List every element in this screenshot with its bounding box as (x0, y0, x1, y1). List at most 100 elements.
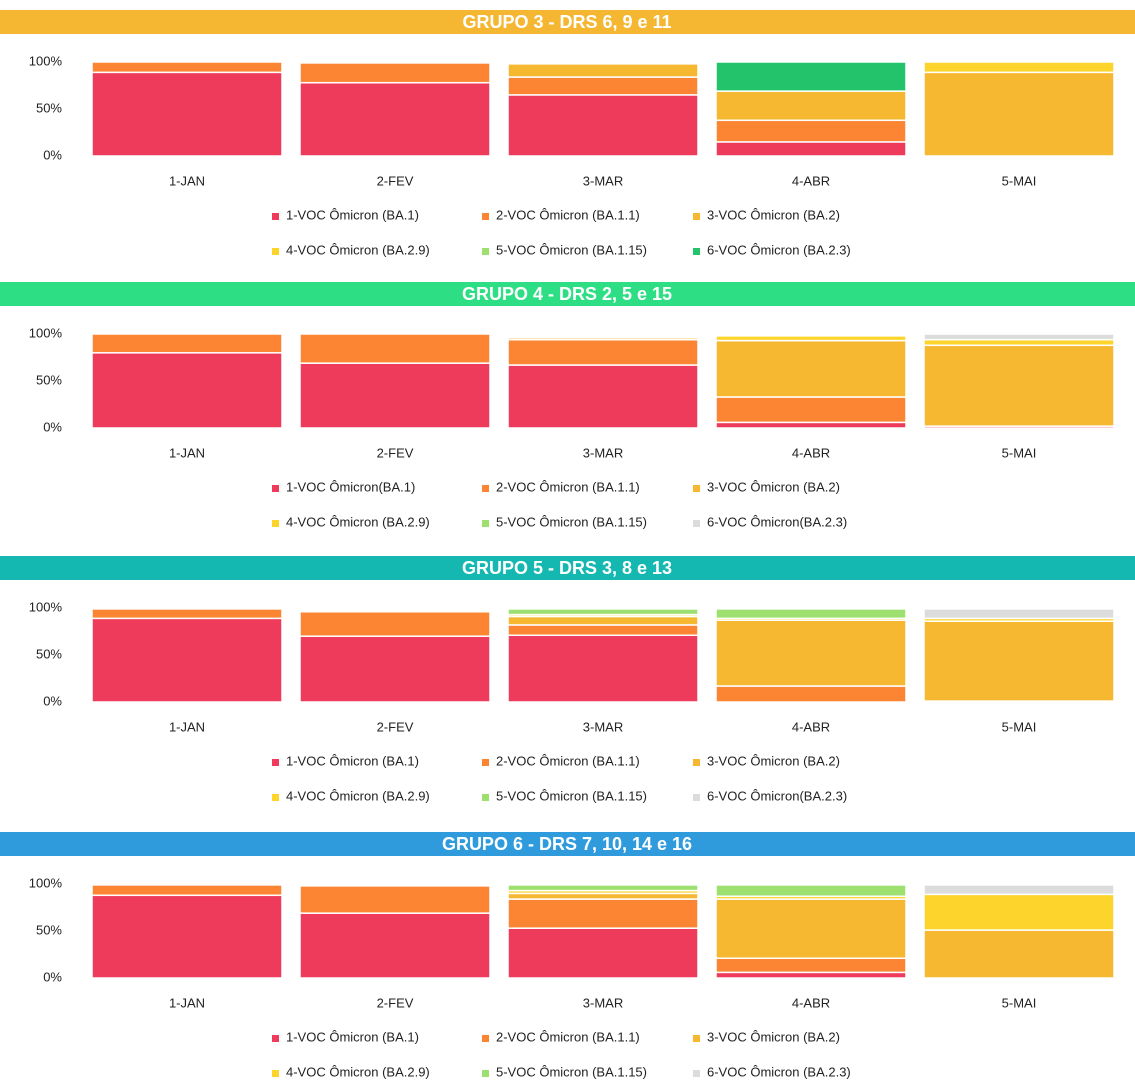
chart-title: GRUPO 3 - DRS 6, 9 e 11 (462, 12, 671, 32)
y-tick-label: 100% (29, 325, 63, 340)
bar-segment (299, 912, 491, 979)
legend-label: 2-VOC Ômicron (BA.1.1) (496, 1029, 640, 1044)
legend-marker (482, 1035, 489, 1042)
y-tick-label: 0% (43, 147, 62, 162)
bar-segment (507, 634, 699, 703)
legend-marker (693, 759, 700, 766)
title-band (0, 556, 1135, 580)
chart-title: GRUPO 5 - DRS 3, 8 e 13 (462, 558, 672, 578)
legend-label: 3-VOC Ômicron (BA.2) (707, 1029, 840, 1044)
legend-label: 1-VOC Ômicron (BA.1) (286, 753, 419, 768)
legend-label: 2-VOC Ômicron (BA.1.1) (496, 479, 640, 494)
legend-marker (693, 520, 700, 527)
bar-segment (91, 61, 283, 74)
bar-segment (715, 619, 907, 687)
legend-marker (272, 794, 279, 801)
legend-marker (482, 485, 489, 492)
legend-marker (272, 520, 279, 527)
legend-label: 5-VOC Ômicron (BA.1.15) (496, 242, 647, 257)
legend-marker (693, 794, 700, 801)
title-band (0, 282, 1135, 306)
bar-segment (507, 615, 699, 626)
y-tick-label: 100% (29, 875, 63, 890)
bar-segment (299, 610, 491, 613)
bar-segment (715, 685, 907, 703)
bar-segment (91, 352, 283, 429)
bar-segment (507, 63, 699, 78)
bar-segment (923, 608, 1115, 620)
bar-segment (923, 338, 1115, 347)
y-tick-label: 50% (36, 922, 62, 937)
bar-segment (507, 364, 699, 429)
bar-segment (507, 898, 699, 929)
legend-marker (693, 1035, 700, 1042)
bar-segment (507, 336, 699, 339)
bar-segment (507, 884, 699, 892)
bar-segment (507, 608, 699, 616)
legend-label: 4-VOC Ômicron (BA.2.9) (286, 242, 430, 257)
chart-title: GRUPO 4 - DRS 2, 5 e 15 (462, 284, 672, 304)
y-tick-label: 0% (43, 969, 62, 984)
bar-segment (299, 885, 491, 914)
bar-segment (299, 62, 491, 84)
bar-segment (923, 61, 1115, 74)
legend-label: 5-VOC Ômicron (BA.1.15) (496, 788, 647, 803)
bar-segment (91, 333, 283, 354)
legend-label: 2-VOC Ômicron (BA.1.1) (496, 753, 640, 768)
bar-segment (715, 90, 907, 122)
bar-segment (91, 884, 283, 897)
bar-segment (299, 333, 491, 364)
legend-marker (272, 213, 279, 220)
x-tick-label: 4-ABR (792, 995, 830, 1010)
legend-marker (482, 794, 489, 801)
legend-marker (482, 1070, 489, 1077)
x-tick-label: 4-ABR (792, 173, 830, 188)
legend-label: 6-VOC Ômicron(BA.2.3) (707, 514, 847, 529)
legend-marker (482, 520, 489, 527)
bar-segment (715, 61, 907, 92)
bar-segment (923, 333, 1115, 341)
bar-segment (923, 344, 1115, 427)
legend-marker (693, 1070, 700, 1077)
x-tick-label: 5-MAI (1002, 719, 1037, 734)
x-tick-label: 1-JAN (169, 719, 205, 734)
bar-segment (299, 81, 491, 157)
y-tick-label: 50% (36, 646, 62, 661)
y-tick-label: 50% (36, 100, 62, 115)
y-tick-label: 100% (29, 599, 63, 614)
x-tick-label: 3-MAR (583, 995, 623, 1010)
x-tick-label: 1-JAN (169, 995, 205, 1010)
legend-label: 6-VOC Ômicron(BA.2.3) (707, 788, 847, 803)
bar-segment (507, 94, 699, 157)
bar-segment (715, 339, 907, 398)
bar-segment (91, 608, 283, 620)
legend-label: 1-VOC Ômicron(BA.1) (286, 479, 415, 494)
bar-segment (507, 892, 699, 900)
bar-segment (923, 71, 1115, 157)
x-tick-label: 1-JAN (169, 173, 205, 188)
legend-marker (482, 213, 489, 220)
x-tick-label: 2-FEV (377, 445, 414, 460)
bar-segment (299, 635, 491, 703)
bar-segment (299, 362, 491, 429)
bar-segment (299, 611, 491, 637)
x-tick-label: 4-ABR (792, 719, 830, 734)
title-band (0, 10, 1135, 34)
bar-segment (715, 898, 907, 960)
legend-marker (693, 248, 700, 255)
bar-segment (507, 338, 699, 366)
legend-marker (482, 759, 489, 766)
x-tick-label: 4-ABR (792, 445, 830, 460)
y-tick-label: 0% (43, 693, 62, 708)
bar-segment (923, 893, 1115, 931)
bar-segment (715, 957, 907, 974)
x-tick-label: 3-MAR (583, 173, 623, 188)
bar-segment (715, 608, 907, 620)
bar-segment (923, 884, 1115, 896)
bar-segment (507, 76, 699, 96)
bar-segment (715, 421, 907, 429)
bar-segment (715, 396, 907, 424)
legend-marker (482, 248, 489, 255)
legend-label: 4-VOC Ômicron (BA.2.9) (286, 1064, 430, 1079)
